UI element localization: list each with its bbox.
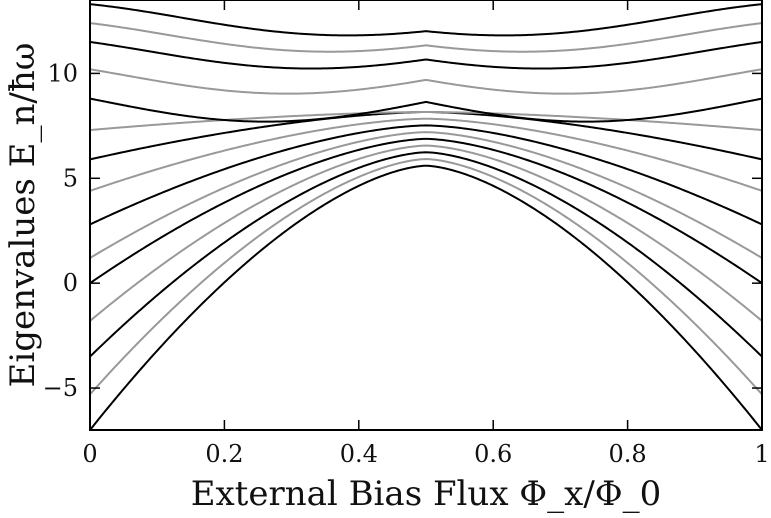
x-tick-label: 1 — [754, 440, 769, 468]
series-lines — [90, 3, 762, 430]
series-line-9 — [90, 111, 762, 132]
series-line-7 — [90, 117, 762, 192]
x-tick-label: 0.8 — [609, 440, 647, 468]
y-ticks: −5 0 5 10 — [43, 59, 762, 402]
y-axis-title: Eigenvalues E_n/ħω — [3, 43, 43, 388]
y-tick-label: 10 — [47, 59, 78, 87]
series-line-11 — [90, 68, 762, 95]
x-tick-label: 0.2 — [205, 440, 243, 468]
series-line-10 — [90, 97, 762, 123]
y-axis-title-text: Eigenvalues E_n/ħω — [3, 43, 43, 388]
x-tick-label: 0 — [82, 440, 97, 468]
series-line-2 — [90, 151, 762, 358]
series-line-6 — [90, 124, 762, 226]
series-line-5 — [90, 131, 762, 259]
x-axis-title-text: External Bias Flux Φ_x/Φ_0 — [191, 474, 662, 514]
series-line-0 — [90, 164, 762, 430]
x-tick-label: 0.4 — [340, 440, 378, 468]
plot-frame — [89, 0, 763, 431]
series-line-3 — [90, 144, 762, 322]
x-tick-label: 0.6 — [474, 440, 512, 468]
y-tick-label: 5 — [63, 164, 78, 192]
y-tick-label: −5 — [43, 374, 78, 402]
series-line-1 — [90, 157, 762, 396]
y-tick-label: 0 — [63, 269, 78, 297]
x-axis-title: External Bias Flux Φ_x/Φ_0 — [191, 474, 662, 514]
series-line-13 — [90, 22, 762, 53]
x-ticks: 0 0.2 0.4 0.6 0.8 1 — [82, 0, 770, 468]
series-line-4 — [90, 137, 762, 284]
series-line-14 — [90, 3, 762, 37]
series-line-12 — [90, 40, 762, 70]
